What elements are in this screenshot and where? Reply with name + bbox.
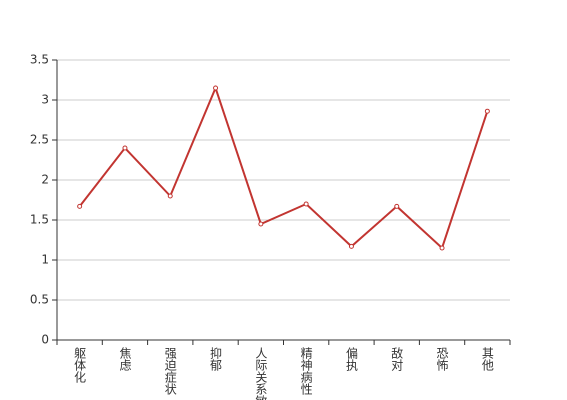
x-tick-label: 强迫症状	[163, 347, 177, 395]
x-tick-label: 偏执	[344, 346, 358, 372]
point	[258, 221, 264, 227]
x-tick-label: 抑郁	[209, 346, 223, 372]
y-tick-label: 2	[41, 173, 49, 187]
y-tick-label: 3.5	[30, 53, 49, 67]
x-tick-label: 敌对	[390, 346, 404, 371]
x-tick-label: 人际关系敏感	[254, 347, 268, 400]
point	[484, 108, 490, 114]
point	[122, 145, 128, 151]
x-tick-label: 躯体化	[73, 346, 87, 384]
x-tick-label: 焦虑	[118, 347, 132, 371]
y-tick-label: 1.5	[30, 213, 49, 227]
y-tick-label: 2.5	[30, 133, 49, 147]
y-tick-label: 3	[41, 93, 49, 107]
y-tick-label: 0.5	[30, 293, 49, 307]
point	[348, 243, 354, 249]
point	[439, 245, 445, 251]
y-tick-label: 1	[41, 253, 49, 267]
series-line	[78, 85, 489, 250]
point	[167, 193, 173, 199]
y-tick-label: 0	[41, 333, 49, 347]
point	[213, 85, 219, 91]
x-tick-label: 其他	[480, 347, 494, 371]
x-tick-label: 恐怖	[435, 347, 449, 371]
point	[77, 203, 83, 209]
x-tick-label: 精神病性	[299, 347, 313, 396]
point	[303, 201, 309, 207]
point	[394, 203, 400, 209]
